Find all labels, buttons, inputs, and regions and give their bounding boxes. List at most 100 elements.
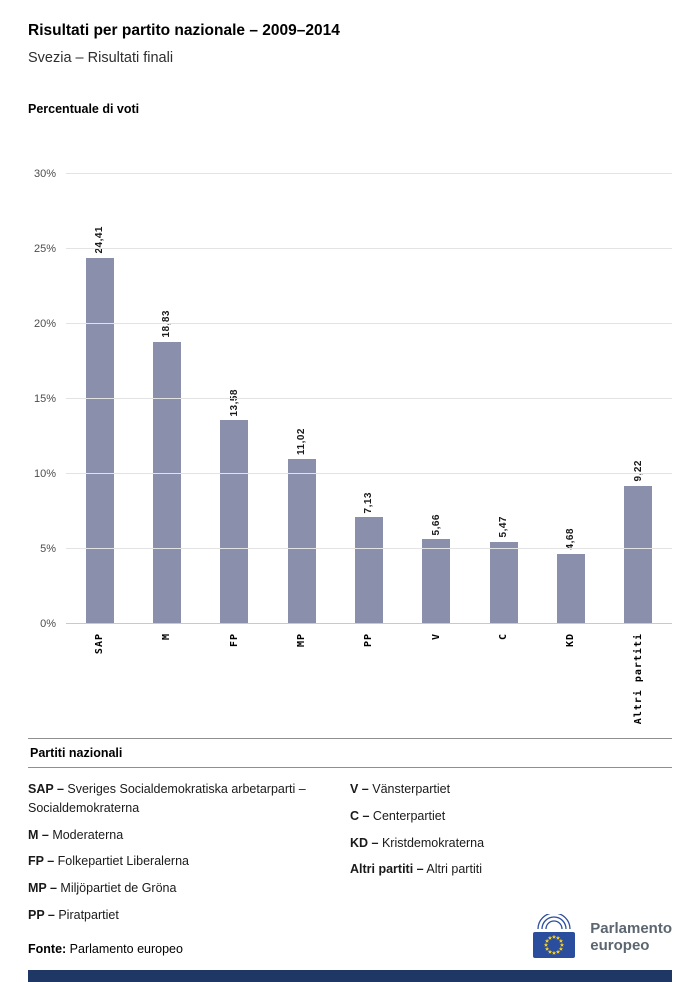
x-label-cell: KD xyxy=(537,624,604,716)
y-tick-label: 0% xyxy=(40,618,56,630)
bar-column: 24,41 xyxy=(66,174,133,624)
legend-item-abbr: FP – xyxy=(28,854,55,869)
bar-value-label: 7,13 xyxy=(363,491,375,514)
x-tick-label: SAP xyxy=(94,633,106,655)
bar-value-label: 24,41 xyxy=(94,226,106,254)
legend-item: FP – Folkepartiet Liberalerna xyxy=(28,854,189,869)
legend-item: V – Vänsterpartiet xyxy=(350,782,451,796)
bar-PP xyxy=(354,517,383,624)
legend-item-abbr: C – xyxy=(350,808,370,823)
bar-column: 5,47 xyxy=(470,174,537,624)
legend-item-abbr: Altri partiti – xyxy=(350,862,424,877)
bar-C xyxy=(489,541,518,624)
y-tick-label: 20% xyxy=(33,318,56,331)
x-label-cell: C xyxy=(470,624,537,716)
plot-area: 24,41 18,83 13,58 11,02 7,13 5,66 5,47 4,68 9,22 xyxy=(66,173,672,624)
x-label-cell: M xyxy=(133,624,200,716)
legend-item: PP – Piratpartiet xyxy=(28,907,119,922)
ep-logo-text-line2: europeo xyxy=(590,937,650,954)
legend-columns: SAP – Sveriges Socialdemokratiska arbeta… xyxy=(28,780,672,933)
bar-column: 5,66 xyxy=(403,174,470,624)
y-tick-label: 30% xyxy=(33,168,56,180)
source-note: Fonte: Parlamento europeo xyxy=(28,942,183,960)
bar-value-label: 4,68 xyxy=(565,528,577,550)
x-axis-labels: SAP M FP MP PP V C KD Altri partiti xyxy=(66,624,672,724)
bar-SAP xyxy=(85,257,114,624)
bar-column: 11,02 xyxy=(268,174,335,624)
gridline xyxy=(66,248,672,249)
source-value: Parlamento europeo xyxy=(69,942,183,956)
y-tick-label: 25% xyxy=(33,243,56,255)
bar-column: 13,58 xyxy=(201,174,268,624)
x-tick-label: C xyxy=(498,633,510,641)
legend-column: SAP – Sveriges Socialdemokratiska arbeta… xyxy=(28,780,350,933)
x-tick-label: MP xyxy=(296,633,308,648)
bar-Altri partiti xyxy=(624,485,653,624)
x-label-cell: MP xyxy=(268,624,335,716)
bar-value-label: 9,22 xyxy=(632,460,644,482)
x-tick-label: PP xyxy=(363,633,375,648)
ep-flag-icon xyxy=(533,914,576,958)
legend-item-abbr: SAP – xyxy=(28,782,64,796)
ep-logo-text: Parlamento europeo xyxy=(590,920,672,955)
x-tick-label: V xyxy=(430,633,442,641)
bar-value-label: 13,58 xyxy=(228,388,240,417)
bar-M xyxy=(152,341,181,624)
legend-header: Partiti nazionali xyxy=(28,738,672,768)
x-label-cell: SAP xyxy=(66,624,133,716)
legend-item-abbr: KD – xyxy=(350,835,379,850)
legend-item: SAP – Sveriges Socialdemokratiska arbeta… xyxy=(28,782,306,815)
bar-value-label: 5,47 xyxy=(498,516,510,538)
page-title: Risultati per partito nazionale – 2009–2… xyxy=(28,22,340,39)
x-label-cell: Altri partiti xyxy=(605,624,672,724)
page-subtitle: Svezia – Risultati finali xyxy=(28,50,174,66)
bar-value-label: 11,02 xyxy=(296,427,308,455)
x-tick-label: FP xyxy=(228,633,240,648)
source-label: Fonte: xyxy=(28,942,67,956)
chart-axis-title: Percentuale di voti xyxy=(28,102,140,116)
bar-MP xyxy=(287,458,316,624)
bar-column: 4,68 xyxy=(537,174,604,624)
bar-chart: 0% 5% 10% 15% 20% 25% 30% 24,41 18,83 13,58 11,02… xyxy=(28,168,672,630)
gridline xyxy=(66,398,672,399)
legend-item: MP – Miljöpartiet de Gröna xyxy=(28,881,177,895)
bar-column: 18,83 xyxy=(133,174,200,624)
y-tick-label: 10% xyxy=(33,468,56,481)
legend-item: Altri partiti – Altri partiti xyxy=(350,862,482,877)
x-tick-label: KD xyxy=(565,633,577,648)
legend-column: V – Vänsterpartiet C – Centerpartiet KD – … xyxy=(350,780,672,933)
y-tick-label: 15% xyxy=(33,393,56,405)
legend-item-abbr: V – xyxy=(350,782,369,796)
bar-column: 7,13 xyxy=(335,174,402,624)
gridline xyxy=(66,548,672,550)
bar-KD xyxy=(556,553,585,624)
european-parliament-logo: Parlamento europeo xyxy=(530,914,672,960)
bar-FP xyxy=(220,420,249,624)
y-tick-label: 5% xyxy=(40,543,56,556)
ep-logo-text-line1: Parlamento xyxy=(590,919,672,937)
legend-item-abbr: PP – xyxy=(28,907,55,922)
footer: Fonte: Parlamento europeo xyxy=(28,914,672,960)
x-label-cell: FP xyxy=(201,624,268,716)
y-axis: 0% 5% 10% 15% 20% 25% 30% xyxy=(28,168,66,630)
bars: 24,41 18,83 13,58 11,02 7,13 5,66 5,47 4,68 9,22 xyxy=(66,174,672,624)
x-label-cell: V xyxy=(403,624,470,716)
gridline xyxy=(66,473,672,475)
x-tick-label: Altri partiti xyxy=(632,633,644,725)
legend-item: C – Centerpartiet xyxy=(350,808,446,823)
legend-item-abbr: MP – xyxy=(28,881,57,895)
bar-V xyxy=(422,539,451,624)
legend-title: Partiti nazionali xyxy=(30,746,123,760)
gridline xyxy=(66,623,672,624)
gridline xyxy=(66,173,672,174)
legend-item: KD – Kristdemokraterna xyxy=(350,835,485,850)
bar-column: 9,22 xyxy=(605,174,672,624)
bottom-accent-bar xyxy=(28,970,672,982)
bar-value-label: 5,66 xyxy=(430,513,442,536)
legend-item: M – Moderaterna xyxy=(28,827,124,842)
x-label-cell: PP xyxy=(335,624,402,716)
legend-item-abbr: M – xyxy=(28,827,49,842)
gridline xyxy=(66,323,672,325)
legend-section: Partiti nazionali SAP – Sveriges Sociald… xyxy=(28,738,672,933)
